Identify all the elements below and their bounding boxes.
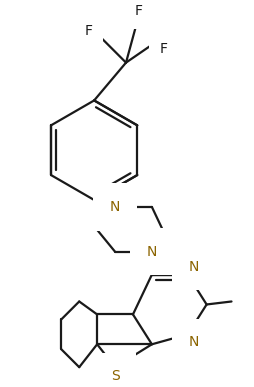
Text: N: N [189, 335, 199, 349]
Text: N: N [147, 245, 157, 259]
Text: F: F [160, 42, 168, 56]
Text: S: S [111, 369, 119, 383]
Text: F: F [84, 24, 92, 38]
Text: F: F [135, 4, 143, 18]
Text: N: N [110, 200, 120, 214]
Text: N: N [189, 260, 199, 274]
